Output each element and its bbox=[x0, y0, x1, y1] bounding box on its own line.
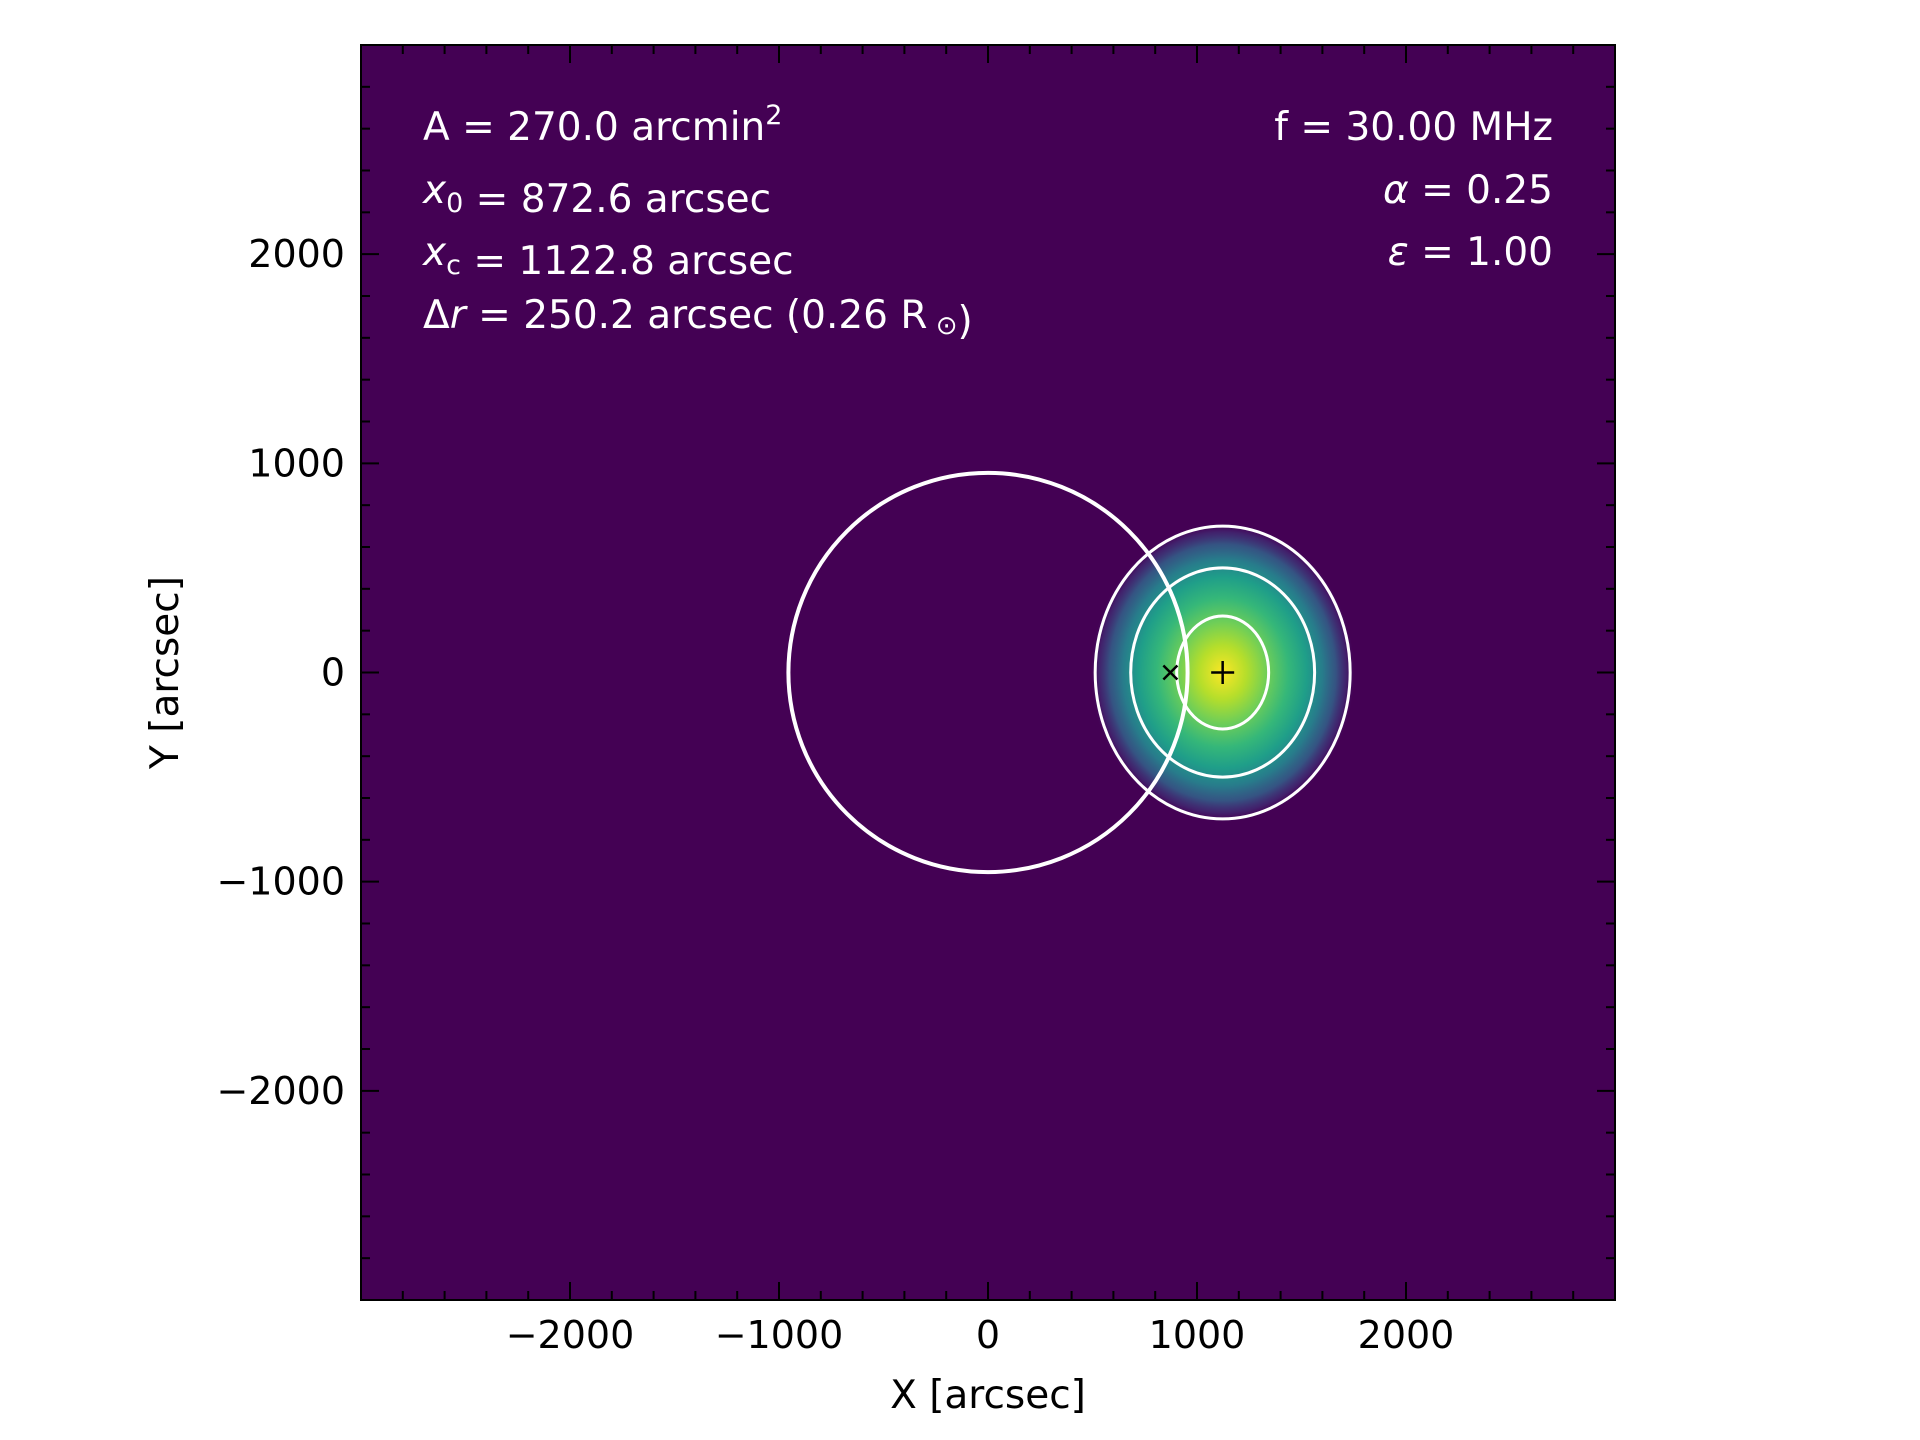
marker-group bbox=[1162, 661, 1235, 684]
contour-level-3 bbox=[1093, 524, 1352, 821]
annotations-right: f = 30.00 MHz α = 0.25 ε = 1.00 bbox=[1274, 105, 1553, 275]
annotation-left-2: x0 = 872.6 arcsec bbox=[421, 168, 771, 222]
heatmap-background bbox=[361, 45, 1615, 1300]
y-axis-label: Y [arcsec] bbox=[143, 576, 188, 770]
solar-disk-circle bbox=[786, 470, 1190, 875]
contour-level-2 bbox=[1129, 566, 1317, 779]
annotation-right-1: f = 30.00 MHz bbox=[1274, 105, 1553, 150]
x-tick-label: 1000 bbox=[1149, 1313, 1246, 1357]
y-tick-label: 0 bbox=[321, 651, 345, 695]
annotation-right-3: ε = 1.00 bbox=[1388, 230, 1553, 275]
annotation-left-3: xc = 1122.8 arcsec bbox=[421, 230, 794, 284]
contour-level-1 bbox=[1175, 614, 1271, 731]
ticks bbox=[361, 45, 1615, 1300]
x-axis-label: X [arcsec] bbox=[890, 1373, 1086, 1418]
contour-group bbox=[1093, 524, 1352, 821]
marker-xc bbox=[1211, 661, 1235, 684]
annotation-left-4: Δr = 250.2 arcsec (0.26 R ⊙) bbox=[423, 293, 973, 344]
y-tick-label: −1000 bbox=[216, 860, 345, 904]
x-tick-label: −2000 bbox=[506, 1313, 635, 1357]
plot-area bbox=[360, 44, 1616, 1301]
y-tick-label: 1000 bbox=[248, 441, 345, 485]
tick-labels: −2000 −1000 0 1000 2000 −2000 −1000 0 1000 2000 bbox=[216, 232, 1454, 1357]
x-tick-label: 0 bbox=[976, 1313, 1000, 1357]
marker-x0 bbox=[1162, 664, 1179, 681]
x-tick-label: 2000 bbox=[1358, 1313, 1455, 1357]
y-tick-label: −2000 bbox=[216, 1069, 345, 1113]
annotations-left: A = 270.0 arcmin2 x0 = 872.6 arcsec xc = 1… bbox=[421, 100, 973, 344]
annotation-right-2: α = 0.25 bbox=[1383, 168, 1553, 213]
y-tick-label: 2000 bbox=[248, 232, 345, 276]
annotation-left-1: A = 270.0 arcmin2 bbox=[423, 100, 782, 150]
x-tick-label: −1000 bbox=[715, 1313, 844, 1357]
marker-x0-stroke-2 bbox=[1162, 664, 1179, 681]
